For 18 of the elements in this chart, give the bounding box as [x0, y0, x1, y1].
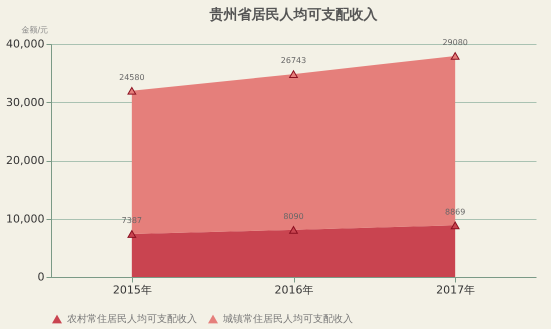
data-label: 8090 [283, 212, 304, 221]
data-label: 7387 [122, 216, 142, 225]
y-tick-label: 20,000 [6, 154, 44, 167]
y-tick-label: 0 [38, 270, 44, 284]
y-tick-label: 40,000 [6, 38, 44, 50]
y-tick-label: 10,000 [6, 212, 44, 226]
x-tick-label: 2017年 [436, 284, 476, 296]
y-tick-label: 30,000 [6, 96, 44, 109]
x-tick-label: 2015年 [112, 284, 152, 296]
data-label: 24580 [119, 72, 145, 82]
chart-title: 贵州省居民人均可支配收入 [208, 7, 378, 23]
legend-label: 农村常住居民人均可支配收入 [67, 313, 197, 325]
legend-label: 城镇常住居民人均可支配收入 [222, 313, 353, 325]
data-label: 8869 [444, 207, 466, 216]
data-label: 26743 [280, 56, 306, 66]
data-label: 29080 [442, 38, 468, 47]
y-axis-title: 金额/元 [22, 26, 48, 34]
x-tick-label: 2016年 [274, 284, 314, 296]
